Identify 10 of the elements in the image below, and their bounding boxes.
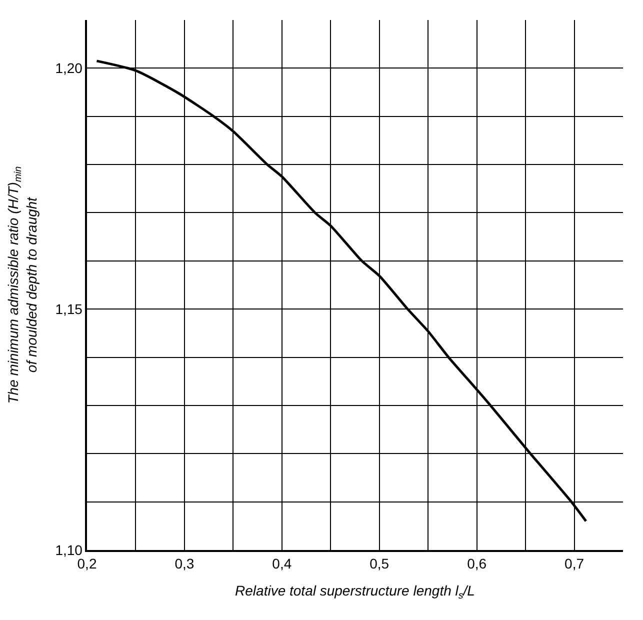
- x-tick-label: 0,5: [370, 556, 390, 572]
- y-tick-label: 1,10: [55, 542, 83, 558]
- y-tick-label: 1,15: [55, 300, 83, 317]
- x-tick-label: 0,4: [272, 556, 292, 572]
- x-axis-title: Relative total superstructure length l$_{s}$/L: [235, 582, 475, 602]
- x-tick-label: 0,3: [174, 556, 194, 572]
- x-tick-label: 0,6: [467, 556, 487, 572]
- x-tick-label: 0,2: [77, 556, 97, 572]
- x-tick-label: 0,7: [564, 556, 584, 572]
- y-tick-label: 1,20: [55, 60, 83, 76]
